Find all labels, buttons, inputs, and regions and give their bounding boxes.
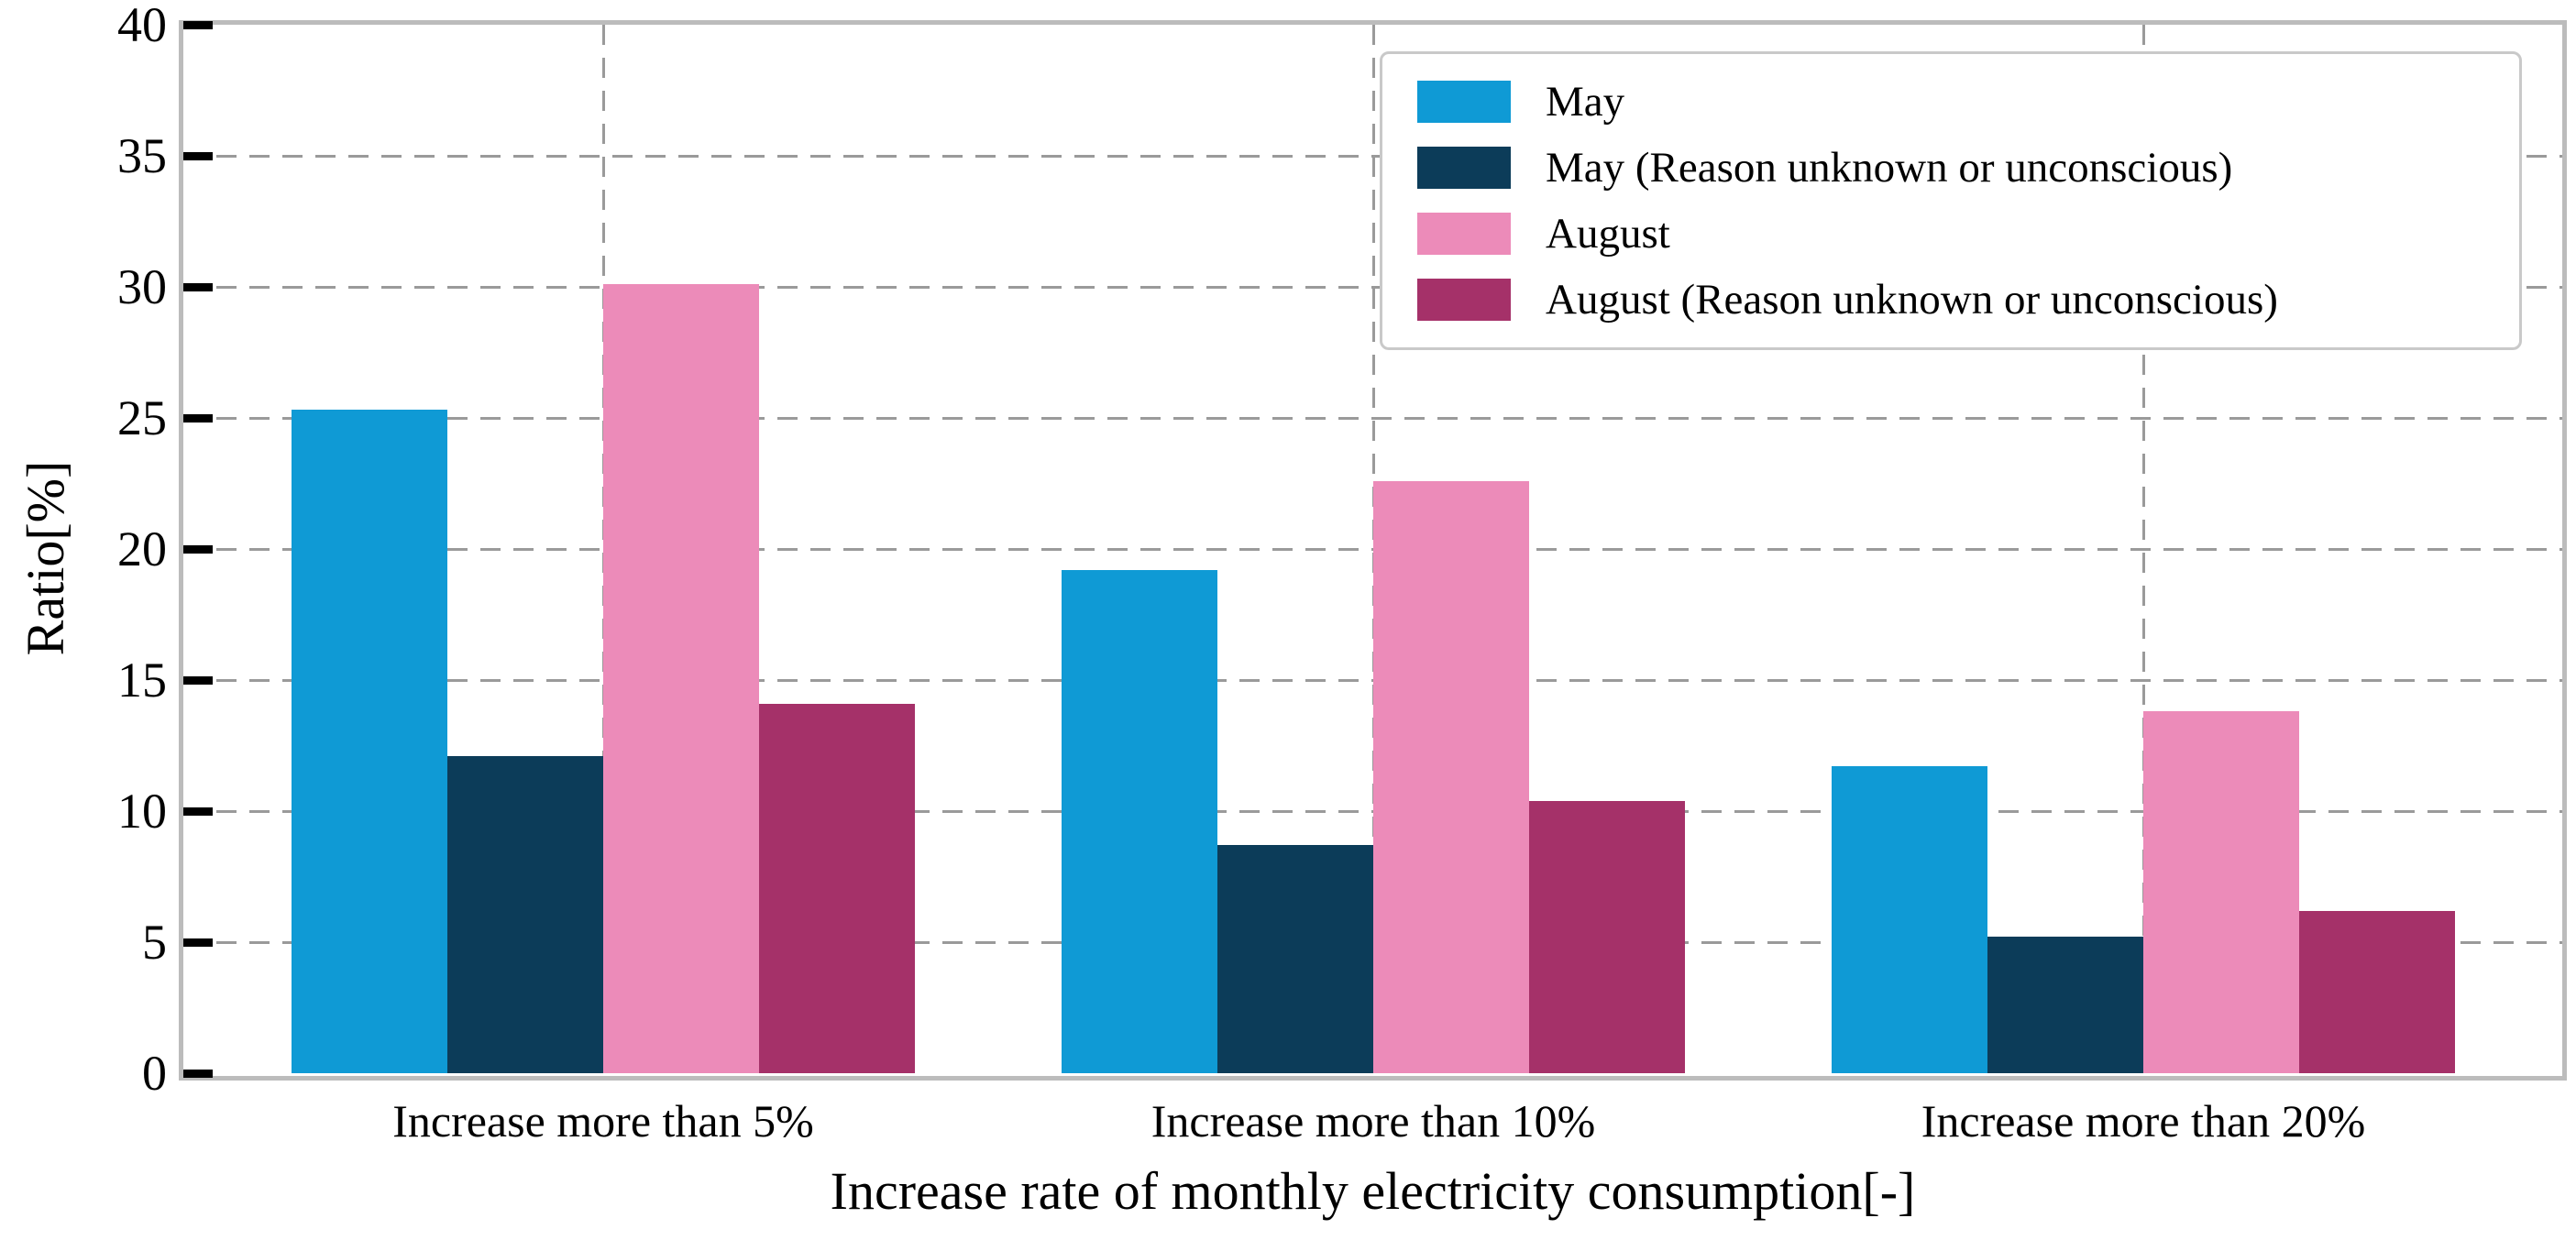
x-tick-label: Increase more than 20% — [1921, 1095, 2366, 1147]
bar — [1529, 800, 1685, 1073]
y-tick-mark — [183, 20, 213, 29]
legend: May May (Reason unknown or unconscious) Au… — [1380, 51, 2522, 350]
bar — [759, 703, 915, 1073]
y-tick-mark — [183, 544, 213, 554]
y-tick-mark — [183, 1069, 213, 1078]
y-tick-mark — [183, 282, 213, 291]
y-gridline — [183, 678, 2562, 682]
y-gridline — [183, 285, 2562, 289]
bar — [1062, 569, 1217, 1073]
bar — [292, 410, 447, 1073]
legend-swatch — [1417, 147, 1511, 189]
legend-item: May — [1382, 69, 2519, 135]
y-tick-label: 15 — [117, 653, 167, 708]
y-tick-label: 25 — [117, 390, 167, 445]
y-tick-mark — [183, 807, 213, 816]
bar — [2143, 711, 2299, 1073]
legend-item-label: May (Reason unknown or unconscious) — [1546, 144, 2233, 192]
legend-item-label: May — [1546, 78, 1625, 126]
y-tick-label: 35 — [117, 128, 167, 183]
legend-swatch — [1417, 213, 1511, 255]
legend-item-label: August (Reason unknown or unconscious) — [1546, 276, 2278, 324]
legend-item: May (Reason unknown or unconscious) — [1382, 135, 2519, 201]
legend-item-label: August — [1546, 210, 1670, 258]
x-tick-label: Increase more than 10% — [1150, 1095, 1596, 1147]
legend-item: August (Reason unknown or unconscious) — [1382, 267, 2519, 333]
legend-item: August — [1382, 201, 2519, 267]
bar — [1987, 937, 2143, 1073]
y-tick-label: 10 — [117, 784, 167, 839]
legend-swatch — [1417, 279, 1511, 321]
y-tick-label: 30 — [117, 259, 167, 314]
bar — [603, 284, 759, 1073]
bar — [447, 755, 603, 1073]
y-tick-label: 20 — [117, 521, 167, 576]
y-gridline — [183, 809, 2562, 813]
y-tick-mark — [183, 151, 213, 160]
y-tick-label: 0 — [142, 1046, 167, 1101]
y-gridline — [183, 547, 2562, 551]
y-gridline — [183, 416, 2562, 420]
legend-swatch — [1417, 81, 1511, 123]
y-gridline — [183, 154, 2562, 158]
x-axis-label: Increase rate of monthly electricity con… — [830, 1161, 1916, 1221]
x-tick-label: Increase more than 5% — [392, 1095, 814, 1147]
y-tick-mark — [183, 413, 213, 422]
y-tick-mark — [183, 938, 213, 947]
bar — [1373, 480, 1529, 1073]
y-tick-mark — [183, 675, 213, 685]
y-tick-label: 40 — [117, 0, 167, 52]
bar — [1832, 766, 1987, 1073]
bar — [2299, 910, 2455, 1073]
bar — [1217, 845, 1373, 1073]
y-tick-label: 5 — [142, 915, 167, 970]
